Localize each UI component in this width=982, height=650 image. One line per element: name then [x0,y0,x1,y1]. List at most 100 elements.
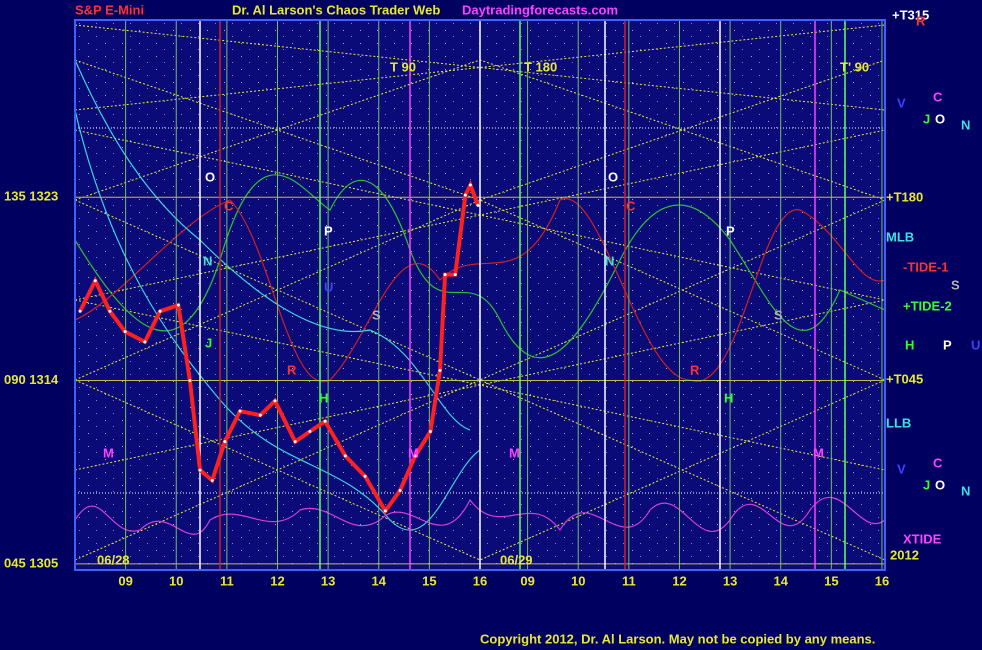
x-tick-label: 15 [824,573,838,588]
price-point [210,478,214,482]
x-tick-label: 11 [220,573,234,588]
annotation: R [916,13,926,28]
x-tick-label: 10 [169,573,183,588]
price-point [413,454,417,458]
y-tick-label: 090 1314 [4,372,59,387]
annotation: U [971,337,980,352]
annotation: S [372,307,381,322]
price-point [258,413,262,417]
price-point [363,474,367,478]
price-point [158,309,162,313]
annotation: +T315 [892,7,929,22]
x-tick-label: 09 [118,573,132,588]
copyright: Copyright 2012, Dr. Al Larson. May not b… [480,631,875,646]
plot-frame [74,19,886,571]
annotation: M [509,445,520,460]
price-point [238,409,242,413]
x-tick-label: 14 [773,573,788,588]
annotation: H [319,390,328,405]
x-tick-label: 14 [372,573,387,588]
x-tick-label: 13 [723,573,737,588]
price-point [383,509,387,513]
annotation: +TIDE-2 [903,298,952,313]
date-label: 06/29 [500,552,533,567]
annotation: J [923,477,930,492]
annotation: O [935,477,945,492]
price-point [143,340,147,344]
price-point [453,273,457,277]
site-name: Daytradingforecasts.com [462,2,618,17]
price-point [78,309,82,313]
price-point [428,429,432,433]
date-label: 06/28 [97,552,130,567]
annotation: S [951,277,960,292]
price-point [188,379,192,383]
annotation: N [605,253,614,268]
annotation: +T045 [886,371,923,386]
chart-subtitle: Dr. Al Larson's Chaos Trader Web [232,2,440,17]
price-point [343,454,347,458]
annotation: C [933,89,943,104]
price-point [93,279,97,283]
price-point [438,368,442,372]
annotation: N [961,483,970,498]
annotation: J [205,335,212,350]
x-tick-label: 15 [422,573,436,588]
annotation: R [287,362,297,377]
price-point [323,419,327,423]
price-point [223,440,227,444]
annotation: H [905,337,914,352]
y-tick-label: 135 1323 [4,189,58,204]
x-tick-label: 10 [571,573,585,588]
price-point [293,440,297,444]
price-point [273,399,277,403]
annotation: +T180 [886,189,923,204]
annotation: O [608,169,618,184]
annotation: R [690,362,700,377]
price-point [398,489,402,493]
annotation: M [813,445,824,460]
annotation: P [726,223,735,238]
x-tick-label: 16 [473,573,487,588]
annotation: -TIDE-1 [903,259,949,274]
price-point [123,330,127,334]
x-tick-label: 11 [622,573,636,588]
annotation: N [961,117,970,132]
price-point [443,273,447,277]
price-point [476,203,480,207]
chart-title: S&P E-Mini [75,2,144,17]
annotation: T 90 [390,59,416,74]
price-point [198,468,202,472]
annotation: M [103,445,114,460]
price-point [308,429,312,433]
x-tick-label: 13 [321,573,335,588]
annotation: J [923,111,930,126]
annotation: H [724,390,733,405]
annotation: N [203,253,212,268]
annotation: C [933,455,943,470]
forecast-curves [74,59,886,535]
annotation: P [324,223,333,238]
annotation: MLB [886,229,914,244]
annotation: O [205,169,215,184]
x-tick-label: 12 [270,573,284,588]
y-tick-label: 045 1305 [4,555,58,570]
annotation: C [224,198,234,213]
x-tick-label: 12 [672,573,686,588]
annotation: T' 90 [840,59,869,74]
annotation: O [935,111,945,126]
price-point [463,193,467,197]
x-tick-label: 09 [520,573,534,588]
annotation: T 180 [524,59,557,74]
annotation: M [408,445,419,460]
annotation: C [626,198,636,213]
annotation: LLB [886,415,911,430]
annotation: V [897,95,906,110]
price-point [176,303,180,307]
annotation: 2012 [890,547,919,562]
annotation: P [943,337,952,352]
x-tick-label: 16 [875,573,889,588]
annotation: S [774,307,783,322]
